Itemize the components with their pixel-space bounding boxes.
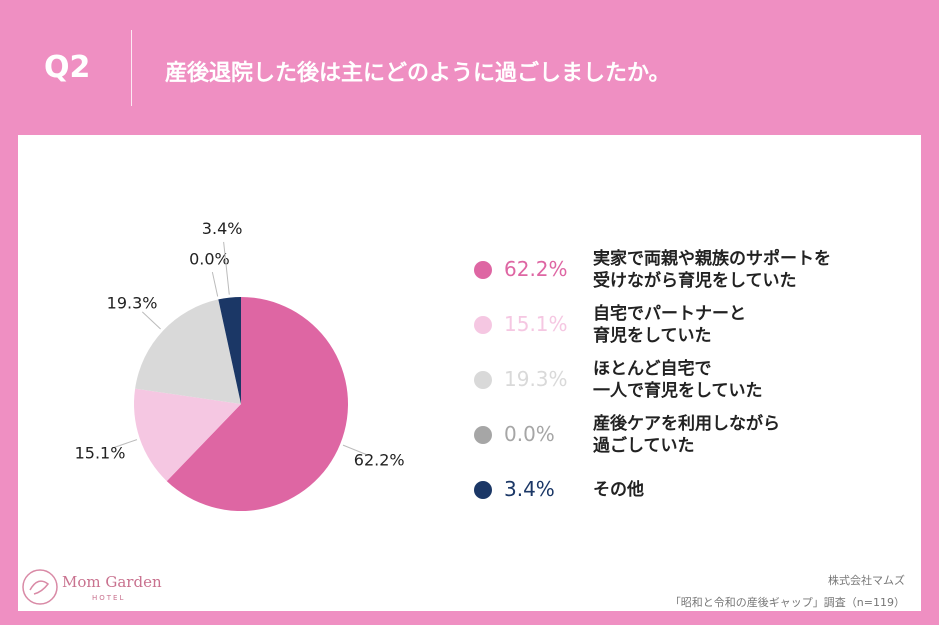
footer-company: 株式会社マムズ xyxy=(828,574,905,587)
legend-marker xyxy=(474,481,492,499)
slice-label: 0.0% xyxy=(189,249,230,268)
legend-label: 実家で両親や親族のサポートを 受けながら育児をしていた xyxy=(593,249,831,291)
legend-value: 62.2% xyxy=(504,257,568,281)
pie-slice xyxy=(218,297,241,404)
leader-line xyxy=(211,271,219,297)
legend-marker xyxy=(474,371,492,389)
legend-value: 19.3% xyxy=(504,367,568,391)
pie-slice xyxy=(166,297,348,511)
pie-slice xyxy=(135,299,241,404)
question-label: Q2 xyxy=(44,50,91,85)
slice-label: 15.1% xyxy=(75,443,126,462)
footer-source: 「昭和と令和の産後ギャップ」調査（n=119） xyxy=(669,596,905,609)
leader-line xyxy=(342,444,367,455)
leader-line xyxy=(141,311,161,330)
legend-label: 産後ケアを利用しながら 過ごしていた xyxy=(593,414,780,456)
divider xyxy=(131,30,132,106)
legend-marker xyxy=(474,261,492,279)
leader-line xyxy=(113,439,138,449)
legend-label: ほとんど自宅で 一人で育児をしていた xyxy=(593,359,763,401)
slice-label: 62.2% xyxy=(354,451,405,470)
logo-sub: HOTEL xyxy=(92,594,126,602)
legend-label: その他 xyxy=(593,480,644,500)
legend-label: 自宅でパートナーと 育児をしていた xyxy=(593,304,746,346)
legend-value: 0.0% xyxy=(504,422,555,446)
pie-slice xyxy=(134,388,241,482)
logo-mark xyxy=(22,569,58,605)
legend-marker xyxy=(474,316,492,334)
legend-value: 15.1% xyxy=(504,312,568,336)
chart-title: 産後退院した後は主にどのように過ごしましたか。 xyxy=(165,61,671,86)
leader-line xyxy=(223,241,230,295)
slice-label: 3.4% xyxy=(202,219,243,238)
logo-name: Mom Garden xyxy=(62,573,162,591)
slice-label: 19.3% xyxy=(107,293,158,312)
logo-mark xyxy=(29,580,50,595)
legend-marker xyxy=(474,426,492,444)
legend-value: 3.4% xyxy=(504,477,555,501)
